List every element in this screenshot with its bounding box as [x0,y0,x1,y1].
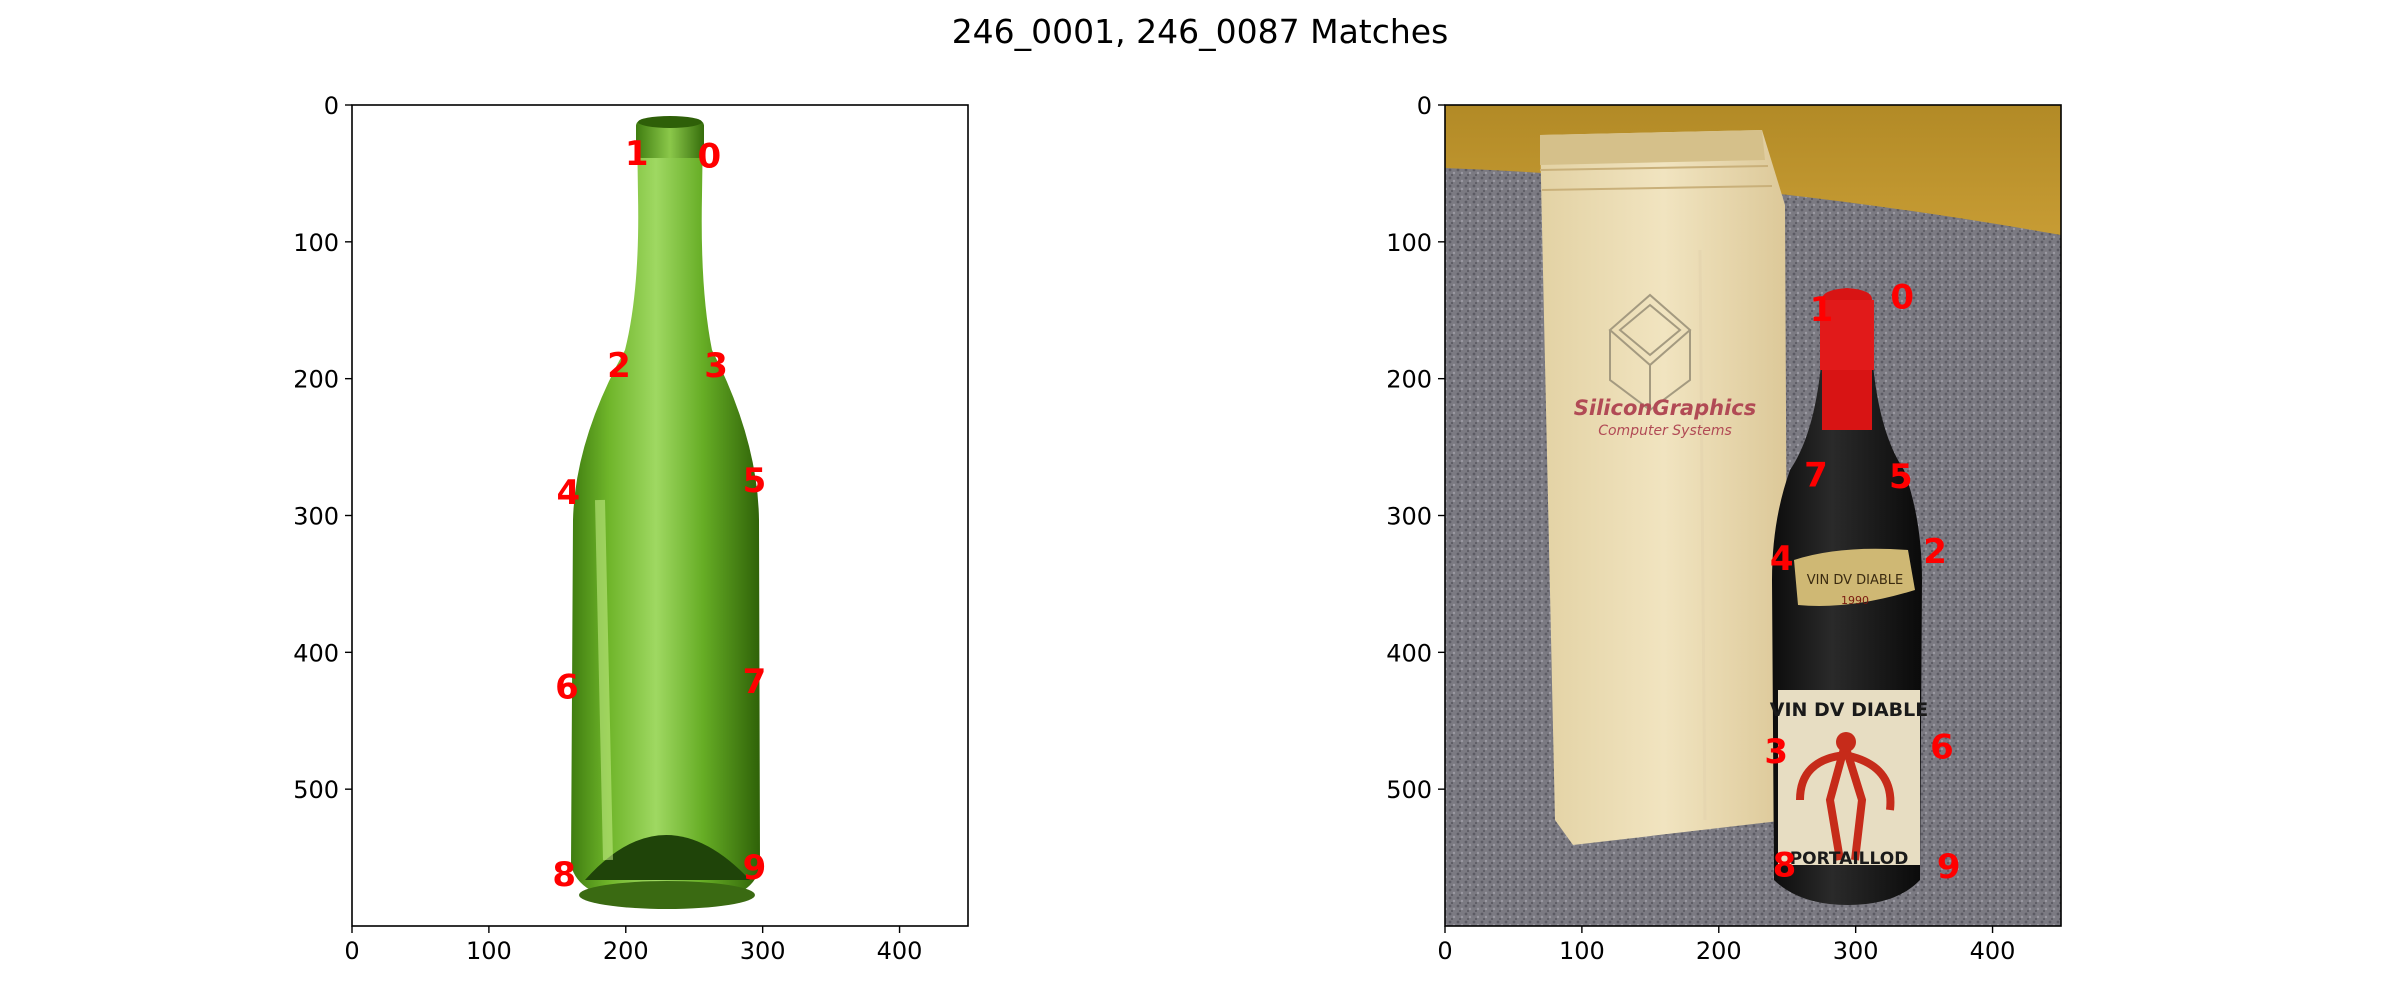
right-y-tick-label: 400 [1386,639,1432,667]
right-x-tick-label: 400 [1970,937,2016,965]
left-y-tick-label: 500 [293,776,339,804]
right-match-point-4: 4 [1770,539,1794,579]
left-y-tick-label: 200 [293,366,339,394]
left-match-point-7: 7 [743,662,767,702]
right-match-point-7: 7 [1804,455,1828,495]
left-match-point-1: 1 [625,134,649,174]
right-match-point-0: 0 [1890,278,1914,318]
left-bottle-image [571,116,760,909]
right-y-tick-label: 200 [1386,366,1432,394]
left-match-point-6: 6 [555,668,579,708]
left-y-tick-label: 0 [324,92,339,120]
left-y-tick-label: 300 [293,503,339,531]
left-match-point-0: 0 [697,137,721,177]
left-match-point-5: 5 [743,461,767,501]
left-x-tick-label: 100 [466,937,512,965]
right-match-point-9: 9 [1937,847,1961,887]
bottle-year-label: 1990 [1841,594,1869,607]
right-match-point-6: 6 [1930,728,1954,768]
box-brand-subtext: Computer Systems [1598,423,1732,439]
left-y-tick-label: 100 [293,229,339,257]
left-x-tick-label: 300 [740,937,786,965]
box-brand-text: SiliconGraphics [1574,396,1756,420]
right-match-point-3: 3 [1764,732,1788,772]
left-match-point-8: 8 [552,855,576,895]
right-match-point-5: 5 [1889,457,1913,497]
left-y-tick-label: 400 [293,639,339,667]
left-match-point-3: 3 [704,346,728,386]
right-match-point-8: 8 [1773,845,1797,885]
bottle-body-label: VIN DV DIABLE [1770,699,1929,721]
right-match-point-1: 1 [1810,290,1834,330]
bottle-neck-label: VIN DV DIABLE [1807,573,1904,588]
left-panel: 0 100 200 300 400 0 100 200 300 400 500 0 1 2 3 4 5 6 7 8 9 [293,92,969,965]
right-y-tick-label: 100 [1386,229,1432,257]
right-match-point-2: 2 [1923,532,1947,572]
figure-title: 246_0001, 246_0087 Matches [951,12,1449,51]
right-y-tick-label: 0 [1417,92,1432,120]
right-y-tick-label: 300 [1386,503,1432,531]
left-x-tick-label: 0 [344,937,359,965]
right-x-tick-label: 100 [1559,937,1605,965]
right-y-tick-label: 500 [1386,776,1432,804]
left-x-tick-label: 400 [877,937,923,965]
right-x-tick-label: 200 [1696,937,1742,965]
left-x-tick-label: 200 [603,937,649,965]
left-match-point-2: 2 [607,346,631,386]
right-panel: SiliconGraphics Computer Systems VIN DV … [1386,92,2062,965]
left-match-point-9: 9 [743,848,767,888]
bottle-bottom-label: PORTAILLOD [1790,849,1909,869]
right-x-tick-label: 0 [1437,937,1452,965]
left-match-point-4: 4 [556,473,580,513]
right-x-tick-label: 300 [1833,937,1879,965]
right-scene-image: SiliconGraphics Computer Systems VIN DV … [1445,105,2061,926]
